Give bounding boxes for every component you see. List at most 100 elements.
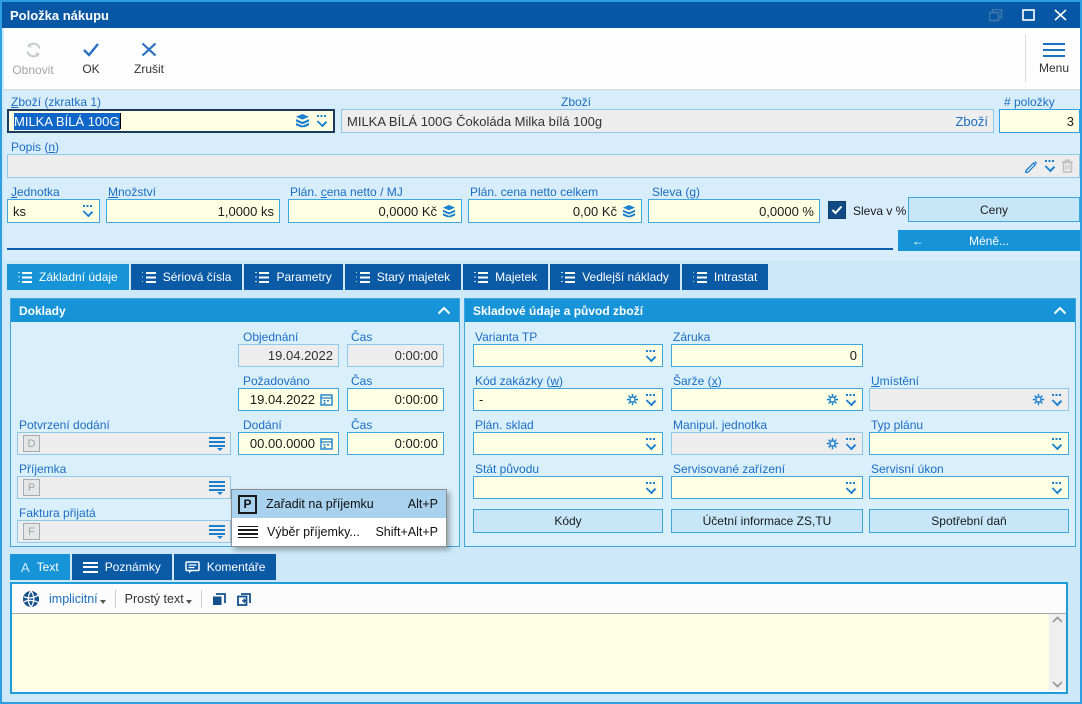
dropdown-icon[interactable] — [644, 393, 657, 406]
less-button[interactable]: ← Méně... — [898, 230, 1080, 251]
origin-country-select[interactable] — [473, 476, 663, 499]
tab-vedlejsi-naklady[interactable]: Vedlejší náklady — [550, 264, 680, 290]
tab-text[interactable]: A Text — [10, 554, 70, 580]
left-arrow-icon: ← — [912, 233, 924, 248]
delivery-confirmation-field[interactable]: D — [17, 432, 231, 455]
discount-input[interactable]: 0,0000 % — [648, 199, 820, 223]
requested-time-input[interactable]: 0:00:00 — [347, 388, 444, 411]
batch-select[interactable] — [671, 388, 863, 411]
dropdown-icon[interactable] — [844, 481, 857, 494]
variant-label: Varianta TP — [475, 330, 538, 344]
delivery-time-label: Čas — [351, 418, 373, 432]
price-layers-icon[interactable] — [442, 204, 456, 218]
dropdown-icon[interactable] — [315, 115, 328, 127]
tab-komentare[interactable]: Komentáře — [173, 554, 277, 580]
copy-icon[interactable] — [211, 591, 227, 607]
gear-icon[interactable] — [1032, 393, 1045, 406]
less-button-label: Méně... — [968, 233, 1010, 248]
plan-warehouse-select[interactable] — [473, 432, 663, 455]
accounting-info-button[interactable]: Účetní informace ZS,TU — [671, 509, 863, 533]
tab-seriova-cisla[interactable]: Sériová čísla — [130, 264, 243, 290]
copy-plus-icon[interactable] — [236, 591, 252, 607]
delivery-date-input[interactable]: 00.00.0000 — [238, 432, 339, 455]
collapse-chevron-icon[interactable] — [1053, 306, 1067, 315]
dropdown-icon[interactable] — [844, 437, 857, 450]
dropdown-icon[interactable] — [81, 205, 94, 217]
gear-icon[interactable] — [826, 393, 839, 406]
stock-layers-icon[interactable] — [295, 114, 310, 128]
field-menu-icon[interactable] — [209, 437, 225, 451]
price-layers-icon[interactable] — [622, 204, 636, 218]
delete-trash-icon — [1061, 159, 1074, 173]
excise-tax-button[interactable]: Spotřební daň — [869, 509, 1069, 533]
plan-type-select[interactable] — [869, 432, 1069, 455]
restore-icon[interactable] — [984, 6, 1008, 24]
items-count-input[interactable]: 3 — [999, 109, 1080, 133]
calendar-icon[interactable] — [320, 437, 333, 450]
language-select-button[interactable]: implicitní — [49, 592, 106, 606]
field-menu-icon[interactable] — [209, 481, 225, 495]
refresh-button[interactable]: Obnovit — [4, 28, 62, 89]
service-task-select[interactable] — [869, 476, 1069, 499]
close-icon[interactable] — [1048, 6, 1072, 24]
cancel-button[interactable]: Zrušit — [120, 28, 178, 89]
tab-label: Základní údaje — [39, 270, 118, 284]
location-field[interactable] — [869, 388, 1069, 411]
tab-intrastat[interactable]: Intrastat — [681, 264, 769, 290]
quantity-input[interactable]: 1,0000 ks — [106, 199, 280, 223]
goods-shortcut-input[interactable]: MILKA BÍLÁ 100G — [7, 109, 335, 133]
text-editor-area[interactable] — [12, 614, 1066, 690]
dropdown-icon[interactable] — [1043, 160, 1056, 172]
gear-icon[interactable] — [626, 393, 639, 406]
description-field[interactable] — [7, 154, 1080, 178]
tab-poznamky[interactable]: Poznámky — [71, 554, 172, 580]
delivery-time-input[interactable]: 0:00:00 — [347, 432, 444, 455]
dropdown-icon[interactable] — [644, 481, 657, 494]
invoice-field[interactable]: F — [17, 520, 231, 543]
discount-percent-checkbox[interactable] — [828, 201, 846, 219]
serviced-device-select[interactable] — [671, 476, 863, 499]
tab-stary-majetek[interactable]: Starý majetek — [344, 264, 462, 290]
ok-button[interactable]: OK — [62, 28, 120, 89]
section-divider — [7, 248, 893, 250]
globe-icon[interactable] — [22, 590, 40, 608]
format-select-button[interactable]: Prostý text — [125, 592, 192, 606]
maximize-icon[interactable] — [1016, 6, 1040, 24]
codes-button[interactable]: Kódy — [473, 509, 663, 533]
menu-item-assign-to-receipt[interactable]: P Zařadit na příjemku Alt+P — [232, 490, 446, 518]
dropdown-icon[interactable] — [1050, 393, 1063, 406]
list-icon — [474, 271, 489, 283]
tab-zakladni-udaje[interactable]: Základní údaje — [7, 264, 129, 290]
unit-price-input[interactable]: 0,0000 Kč — [288, 199, 462, 223]
dropdown-icon[interactable] — [1050, 437, 1063, 450]
dropdown-icon[interactable] — [644, 349, 657, 362]
gear-icon[interactable] — [826, 437, 839, 450]
order-code-select[interactable]: - — [473, 388, 663, 411]
menu-item-select-receipt[interactable]: Výběr příjemky... Shift+Alt+P — [232, 518, 446, 546]
requested-date-input[interactable]: 19.04.2022 — [238, 388, 339, 411]
handling-unit-field[interactable] — [671, 432, 863, 455]
form-header-area: Zboží (zkratka 1) Zboží # položky MILKA … — [4, 91, 1080, 261]
edit-pencil-icon[interactable] — [1024, 159, 1038, 173]
vertical-scrollbar[interactable] — [1049, 614, 1066, 690]
tab-majetek[interactable]: Majetek — [463, 264, 549, 290]
collapse-chevron-icon[interactable] — [437, 306, 451, 315]
total-price-input[interactable]: 0,00 Kč — [468, 199, 642, 223]
dropdown-icon[interactable] — [1050, 481, 1063, 494]
dropdown-icon[interactable] — [644, 437, 657, 450]
list-icon — [692, 271, 707, 283]
prices-button[interactable]: Ceny — [908, 197, 1080, 222]
menu-button[interactable]: Menu — [1026, 28, 1080, 89]
variant-select[interactable] — [473, 344, 663, 367]
unit-select[interactable]: ks — [7, 199, 100, 223]
warranty-input[interactable]: 0 — [671, 344, 863, 367]
calendar-icon[interactable] — [320, 393, 333, 406]
refresh-icon — [24, 41, 43, 59]
dropdown-icon[interactable] — [844, 393, 857, 406]
field-menu-icon[interactable] — [209, 525, 225, 539]
list-icon — [355, 271, 370, 283]
tab-parametry[interactable]: Parametry — [244, 264, 343, 290]
comment-bubble-icon — [184, 560, 200, 574]
window-title: Položka nákupu — [10, 7, 109, 23]
receipt-field[interactable]: P — [17, 476, 231, 499]
